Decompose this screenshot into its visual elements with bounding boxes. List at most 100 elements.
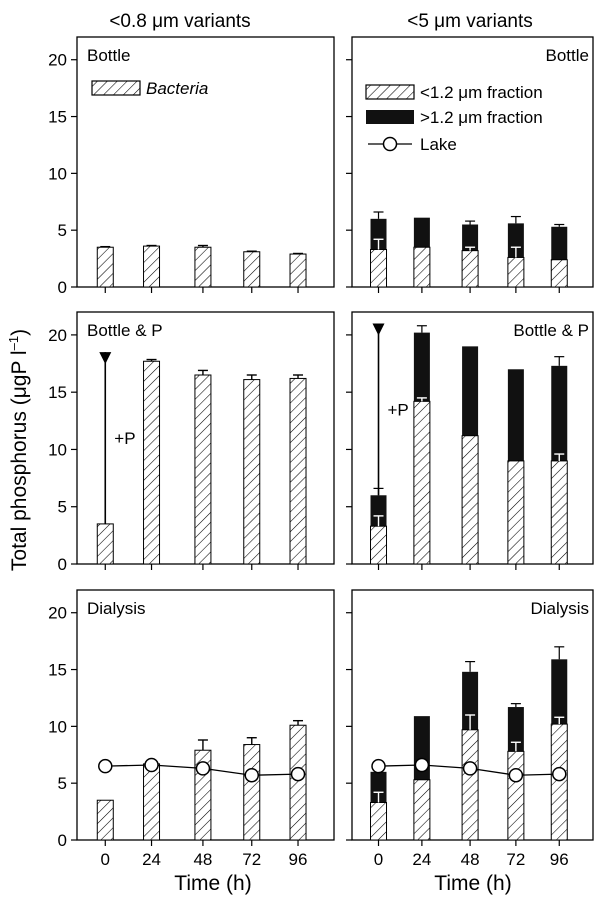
- x-tick-label: 24: [412, 850, 431, 869]
- bar-large-fraction: [551, 659, 568, 725]
- x-tick-label: 0: [374, 850, 383, 869]
- y-axis-label-main: Total phosphorus (μgP l: [8, 350, 31, 571]
- bar-small-fraction: [550, 723, 568, 841]
- legend-right-label-large: >1.2 μm fraction: [420, 108, 543, 127]
- panel-label: Dialysis: [87, 599, 146, 618]
- y-tick-label: 20: [48, 51, 67, 70]
- x-axis-label-right: Time (h): [434, 872, 511, 895]
- lake-point: [290, 766, 306, 782]
- x-axis-label-left: Time (h): [174, 872, 251, 895]
- y-axis-label: Total phosphorus (μgP l–1): [6, 329, 31, 571]
- bar-small-fraction: [96, 523, 114, 565]
- bar-small-fraction: [461, 250, 479, 288]
- p-addition-arrowhead: [99, 352, 112, 365]
- bar-large-fraction: [507, 369, 524, 461]
- bar-small-fraction: [507, 460, 525, 565]
- lake-point: [244, 767, 260, 783]
- bar-large-fraction: [462, 346, 479, 436]
- bar-small-fraction: [143, 245, 161, 288]
- lake-point: [371, 758, 386, 774]
- lake-point: [414, 757, 430, 773]
- y-tick-label: 15: [48, 661, 67, 680]
- legend-right-swatch-small: [365, 84, 415, 100]
- y-tick-label: 5: [58, 221, 67, 240]
- bar-small-fraction: [413, 779, 431, 841]
- y-axis-label-superscript: –1: [6, 336, 21, 350]
- y-tick-label: 5: [58, 774, 67, 793]
- y-tick-label: 10: [48, 164, 67, 183]
- legend-left: Bacteria: [91, 79, 208, 98]
- panel-label: Dialysis: [530, 599, 589, 618]
- bar-small-fraction: [461, 729, 479, 841]
- bar-small-fraction: [461, 435, 479, 565]
- bar-large-fraction: [507, 223, 524, 258]
- bar-small-fraction: [96, 246, 114, 288]
- bar-small-fraction: [243, 744, 261, 841]
- y-tick-label: 10: [48, 717, 67, 736]
- lake-point: [144, 757, 159, 773]
- bar-small-fraction: [143, 360, 161, 565]
- bar-small-fraction: [289, 377, 307, 565]
- bar-large-fraction: [551, 365, 568, 461]
- bar-small-fraction: [550, 259, 568, 288]
- x-tick-label: 72: [506, 850, 525, 869]
- legend-right-circle: [382, 136, 398, 152]
- p-addition-arrowhead: [372, 323, 385, 336]
- bar-large-fraction: [551, 226, 568, 260]
- panel-label: Bottle & P: [87, 321, 163, 340]
- column-title-right: <5 μm variants: [407, 11, 533, 32]
- lake-point: [552, 766, 567, 782]
- legend-left-label: Bacteria: [146, 79, 208, 98]
- bar-small-fraction: [370, 249, 388, 288]
- panel-row2-left: 0 5 10 15 20 Bottle & P +P: [48, 311, 335, 574]
- bar-small-fraction: [413, 246, 431, 288]
- x-tick-label: 0: [101, 850, 110, 869]
- bar-large-fraction: [462, 224, 479, 251]
- lake-point: [98, 758, 113, 774]
- bar-small-fraction: [370, 525, 388, 565]
- bar-large-fraction: [370, 495, 387, 527]
- panel-row3-left: 0 5 10 15 20 0 24 48 72 96 Dialysis: [48, 589, 335, 869]
- column-title-left: <0.8 μm variants: [109, 11, 250, 32]
- y-tick-label: 0: [58, 831, 67, 850]
- p-addition-label: +P: [388, 400, 409, 419]
- y-tick-label: 5: [58, 498, 67, 517]
- bar-large-fraction: [370, 771, 387, 803]
- bar-large-fraction: [507, 707, 524, 752]
- bar-small-fraction: [289, 253, 307, 288]
- y-tick-label: 10: [48, 440, 67, 459]
- bar-small-fraction: [194, 374, 212, 565]
- bar-small-fraction: [507, 750, 525, 841]
- y-tick-label: 20: [48, 326, 67, 345]
- panel-row3-right: 0 24 48 72 96 Dialysis: [346, 589, 594, 869]
- legend-right: <1.2 μm fraction >1.2 μm fraction Lake: [365, 83, 543, 154]
- panel-label: Bottle: [546, 46, 589, 65]
- x-tick-label: 48: [193, 850, 212, 869]
- bar-small-fraction: [194, 246, 212, 288]
- bar-large-fraction: [413, 217, 430, 248]
- panel-label: Bottle & P: [513, 321, 589, 340]
- bar-small-fraction: [289, 724, 307, 841]
- y-tick-label: 0: [58, 278, 67, 297]
- bar-small-fraction: [413, 400, 431, 565]
- lake-point: [462, 761, 478, 776]
- bar-small-fraction: [507, 256, 525, 288]
- p-addition-label: +P: [114, 429, 135, 448]
- legend-right-swatch-large: [366, 110, 414, 124]
- bar-small-fraction: [143, 763, 161, 841]
- panel-row1-left: 0 5 10 15 20 Bottle: [48, 36, 335, 297]
- lake-point: [508, 767, 524, 783]
- x-tick-label: 96: [550, 850, 569, 869]
- bar-small-fraction: [243, 379, 261, 565]
- y-axis-label-tail: ): [8, 329, 31, 336]
- panel-row2-right: Bottle & P +P: [346, 311, 594, 570]
- panels: 0 5 10 15 20 Bottle Bottle 0 5 10 15 20 Bottle & P +P…: [48, 36, 594, 869]
- y-tick-label: 15: [48, 383, 67, 402]
- y-tick-label: 0: [58, 555, 67, 574]
- x-tick-label: 24: [142, 850, 161, 869]
- bar-small-fraction: [550, 460, 568, 565]
- bar-small-fraction: [243, 251, 261, 288]
- x-tick-label: 96: [289, 850, 308, 869]
- y-tick-label: 15: [48, 108, 67, 127]
